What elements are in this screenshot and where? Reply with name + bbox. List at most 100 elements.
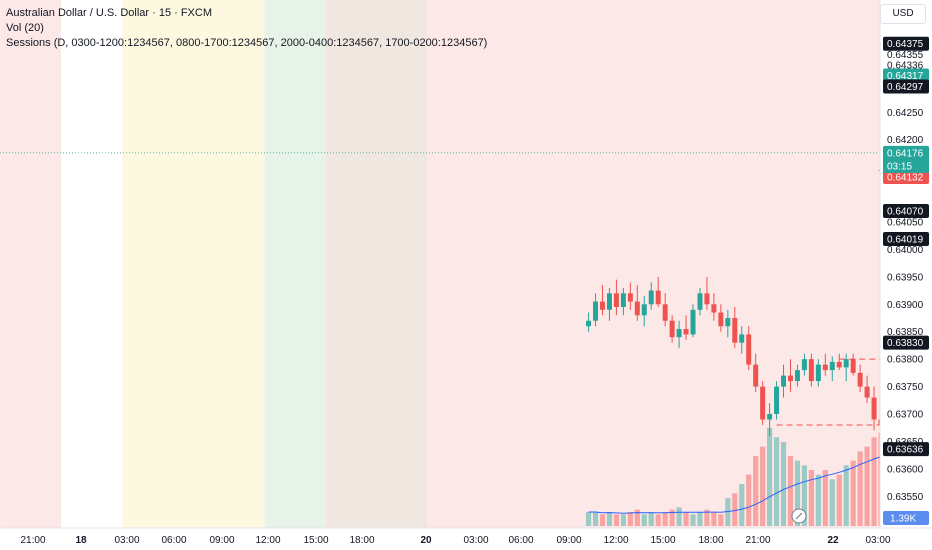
- candle-body-0: [586, 320, 592, 327]
- candle-4: [613, 279, 619, 316]
- volume-bar-39: [857, 451, 863, 526]
- candle-body-25: [760, 386, 766, 420]
- candle-body-18: [711, 304, 717, 313]
- candle-body-12: [669, 320, 675, 338]
- price-label-box-4: [883, 79, 929, 94]
- candle-10: [655, 276, 661, 308]
- candle-41: [871, 386, 877, 431]
- candle-body-8: [641, 304, 647, 316]
- session-band-2: [264, 0, 285, 528]
- time-tick-16: 22: [827, 535, 839, 546]
- candle-body-40: [864, 386, 870, 398]
- time-tick-8: 20: [420, 535, 432, 546]
- price-tick-20: 0.63700: [887, 410, 924, 421]
- candle-body-1: [593, 301, 599, 321]
- volume-bar-37: [843, 465, 849, 526]
- candle-2: [599, 285, 605, 316]
- volume-bar-23: [746, 474, 752, 526]
- volume-bar-22: [739, 484, 745, 526]
- price-tick-15: 0.63900: [887, 300, 924, 311]
- countdown-label: 03:15: [887, 161, 912, 172]
- candle-body-16: [697, 293, 703, 310]
- candle-13: [676, 320, 682, 349]
- volume-bar-36: [836, 474, 842, 526]
- volume-bar-14: [683, 512, 689, 526]
- volume-bar-31: [801, 465, 808, 526]
- price-label-17: 0.63830: [887, 338, 924, 349]
- candle-body-20: [725, 318, 731, 327]
- price-label-0: 0.64375: [887, 39, 924, 50]
- candle-0: [586, 312, 592, 332]
- price-label-box-22: [883, 442, 929, 457]
- candle-17: [704, 276, 710, 310]
- volume-bar-38: [850, 460, 856, 526]
- volume-bar-5: [620, 514, 626, 526]
- candle-body-3: [606, 293, 612, 310]
- candle-15: [690, 304, 696, 338]
- candle-1: [593, 293, 599, 327]
- candle-body-27: [774, 386, 780, 414]
- volume-ma-line: [588, 452, 932, 514]
- sessions-indicator-label[interactable]: Sessions (D, 0300-1200:1234567, 0800-170…: [6, 37, 488, 49]
- countdown-box: [883, 158, 929, 173]
- time-tick-11: 09:00: [556, 535, 581, 546]
- volume-value-label: 1.39K: [890, 514, 916, 525]
- candle-32: [808, 353, 814, 387]
- price-label-box-9: [883, 170, 929, 185]
- volume-bar-40: [864, 446, 870, 526]
- volume-bar-26: [767, 428, 773, 526]
- price-tick-14: 0.63950: [887, 272, 924, 283]
- candle-29: [787, 359, 793, 393]
- volume-bar-28: [780, 442, 787, 526]
- candle-body-21: [732, 318, 738, 343]
- volume-bar-18: [711, 512, 717, 526]
- price-tick-1: 0.64355: [887, 50, 924, 61]
- volume-bar-32: [808, 470, 814, 526]
- candle-8: [641, 296, 647, 327]
- time-tick-2: 03:00: [114, 535, 139, 546]
- volume-bar-1: [592, 512, 599, 526]
- candle-40: [864, 375, 870, 404]
- volume-indicator-label[interactable]: Vol (20): [6, 22, 44, 34]
- symbol-title: Australian Dollar / U.S. Dollar · 15 · F…: [6, 7, 212, 19]
- volume-bar-34: [822, 470, 828, 526]
- volume-bar-12: [669, 509, 675, 526]
- time-tick-14: 18:00: [698, 535, 723, 546]
- price-label-4: 0.64297: [887, 82, 924, 93]
- candle-37: [843, 353, 849, 382]
- time-tick-0: 21:00: [20, 535, 45, 546]
- candle-24: [753, 353, 759, 393]
- candle-body-23: [746, 334, 752, 365]
- currency-button[interactable]: USD: [880, 4, 926, 24]
- candle-body-6: [627, 293, 633, 302]
- volume-bar-15: [690, 514, 696, 526]
- candle-body-28: [781, 375, 787, 387]
- candle-body-29: [787, 375, 793, 382]
- chart-legend: Australian Dollar / U.S. Dollar · 15 · F…: [6, 6, 487, 51]
- time-axis-background: [0, 528, 932, 550]
- price-label-box-0: [883, 36, 929, 51]
- candle-34: [822, 353, 828, 376]
- price-label-box-10: [883, 204, 929, 219]
- price-tick-24: 0.63550: [887, 492, 924, 503]
- candle-body-4: [613, 293, 619, 308]
- price-tick-5: 0.64250: [887, 108, 924, 119]
- candle-body-19: [718, 312, 724, 327]
- candle-body-17: [704, 293, 710, 305]
- candle-5: [620, 287, 626, 316]
- price-label-12: 0.64019: [887, 235, 924, 246]
- price-tick-19: 0.63750: [887, 382, 924, 393]
- volume-bar-41: [871, 437, 877, 526]
- candle-body-7: [634, 301, 640, 316]
- candle-33: [815, 359, 821, 387]
- volume-bar-13: [676, 507, 682, 526]
- time-tick-17: 03:00: [865, 535, 890, 546]
- candle-body-14: [683, 328, 689, 335]
- volume-bar-16: [697, 512, 703, 526]
- session-band-4: [325, 0, 428, 528]
- candle-body-2: [599, 301, 605, 310]
- candle-body-10: [655, 290, 661, 305]
- candle-26: [767, 403, 773, 436]
